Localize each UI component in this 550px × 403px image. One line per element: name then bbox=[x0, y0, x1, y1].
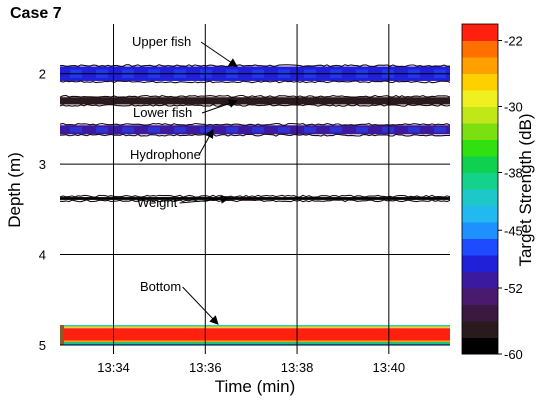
echo-layer-2 bbox=[60, 97, 450, 105]
colorbar-swatch-13 bbox=[462, 123, 498, 140]
bottom-echo-edge bbox=[60, 325, 64, 345]
echo-speckle bbox=[122, 127, 134, 133]
colorbar-swatch-11 bbox=[462, 156, 498, 173]
x-axis-label: Time (min) bbox=[215, 377, 296, 396]
colorbar-swatch-17 bbox=[462, 57, 498, 74]
colorbar-frame bbox=[461, 23, 499, 355]
bottom-echo-band-4 bbox=[60, 341, 450, 344]
echo-speckle bbox=[252, 127, 264, 133]
colorbar-swatch-19 bbox=[462, 24, 498, 41]
colorbar-tick-label-0: -22 bbox=[504, 34, 523, 49]
echo-speckle bbox=[356, 127, 368, 133]
echo-speckle bbox=[278, 127, 290, 133]
colorbar-tick-label-5: -60 bbox=[504, 347, 523, 362]
chart-title: Case 7 bbox=[10, 5, 62, 22]
annotation-label-3: Weight bbox=[137, 195, 178, 210]
annotation-arrow-3 bbox=[179, 194, 230, 204]
colorbar-swatch-8 bbox=[462, 205, 498, 223]
annotation-label-1: Lower fish bbox=[133, 105, 192, 120]
echo-speckle bbox=[382, 127, 394, 133]
echo-speckle bbox=[304, 127, 316, 133]
echo-layer-edge-bottom-1 bbox=[59, 133, 451, 137]
colorbar-tick-label-1: -30 bbox=[504, 100, 523, 115]
echo-speckle bbox=[434, 127, 446, 133]
y-axis-label: Depth (m) bbox=[5, 152, 24, 228]
colorbar-swatch-1 bbox=[462, 321, 498, 338]
echo-speckle bbox=[408, 127, 420, 133]
annotation-arrow-1 bbox=[201, 99, 238, 114]
annotation-label-2: Hydrophone bbox=[130, 147, 201, 162]
colorbar-swatch-14 bbox=[462, 106, 498, 124]
bottom-echo-band-0 bbox=[60, 325, 450, 327]
x-tick-label-3: 13:40 bbox=[373, 360, 406, 375]
colorbar-swatch-2 bbox=[462, 304, 498, 322]
echo-layer-edge-top-1 bbox=[59, 122, 451, 126]
y-tick-label-1: 3 bbox=[39, 157, 46, 172]
colorbar-swatch-18 bbox=[462, 40, 498, 58]
y-axis-ticks: 2 3 4 5 bbox=[39, 67, 46, 353]
bottom-echo-band-1 bbox=[60, 326, 450, 329]
echo-speckle bbox=[70, 127, 82, 133]
colorbar-tick-label-2: -38 bbox=[504, 166, 523, 181]
colorbar-swatch-4 bbox=[462, 271, 498, 289]
echo-layer-edge-top-2 bbox=[59, 94, 451, 98]
colorbar-swatch-3 bbox=[462, 288, 498, 305]
grid-lines bbox=[60, 24, 450, 354]
bottom-echo-band-3 bbox=[60, 340, 450, 342]
colorbar-swatch-7 bbox=[462, 222, 498, 239]
y-tick-label-0: 2 bbox=[39, 67, 46, 82]
annotation-arrow-4 bbox=[182, 286, 219, 325]
annotation-label-0: Upper fish bbox=[132, 34, 191, 49]
echo-speckle bbox=[148, 127, 160, 133]
colorbar: -22 -30 -38 -45 -52 -60 bbox=[461, 23, 523, 362]
echo-speckle bbox=[200, 127, 212, 133]
colorbar-swatch-16 bbox=[462, 73, 498, 91]
bottom-echo-band-5 bbox=[60, 343, 450, 345]
colorbar-tick-label-3: -45 bbox=[504, 223, 523, 238]
x-tick-label-1: 13:36 bbox=[189, 360, 222, 375]
colorbar-swatch-9 bbox=[462, 189, 498, 206]
echo-layer-edge-bottom-3 bbox=[59, 199, 451, 203]
x-tick-label-0: 13:34 bbox=[97, 360, 130, 375]
plot-area: Upper fish Lower fish Hydrophone Weight Bott… bbox=[59, 24, 451, 354]
colorbar-swatch-10 bbox=[462, 172, 498, 190]
colorbar-swatch-15 bbox=[462, 90, 498, 107]
annotation-arrow-2 bbox=[198, 128, 214, 156]
echo-speckle bbox=[96, 127, 108, 133]
echo-speckle bbox=[226, 127, 238, 133]
y-tick-label-2: 4 bbox=[39, 248, 46, 263]
colorbar-swatch-5 bbox=[462, 255, 498, 272]
y-tick-label-3: 5 bbox=[39, 338, 46, 353]
echo-layer-edge-top-3 bbox=[59, 194, 451, 198]
colorbar-label: Target Strength (dB) bbox=[516, 113, 535, 266]
x-tick-label-2: 13:38 bbox=[281, 360, 314, 375]
echo-layer-edge-bottom-2 bbox=[59, 103, 451, 107]
annotations: Upper fish Lower fish Hydrophone Weight Bott… bbox=[130, 34, 238, 325]
annotation-label-4: Bottom bbox=[140, 279, 181, 294]
echo-layer-edge-top-0 bbox=[59, 64, 450, 68]
echo-speckle bbox=[330, 127, 342, 133]
echo-layer-3 bbox=[60, 197, 450, 200]
annotation-arrow-0 bbox=[200, 41, 238, 68]
colorbar-swatch-6 bbox=[462, 238, 498, 256]
echo-speckle bbox=[174, 127, 186, 133]
x-axis-ticks: 13:34 13:36 13:38 13:40 bbox=[97, 360, 405, 375]
bottom-echo-band-2 bbox=[60, 328, 450, 341]
colorbar-tick-label-4: -52 bbox=[504, 281, 523, 296]
colorbar-swatch-0 bbox=[462, 337, 498, 355]
colorbar-swatch-12 bbox=[462, 139, 498, 157]
echo-layer-edge-bottom-0 bbox=[59, 80, 451, 84]
